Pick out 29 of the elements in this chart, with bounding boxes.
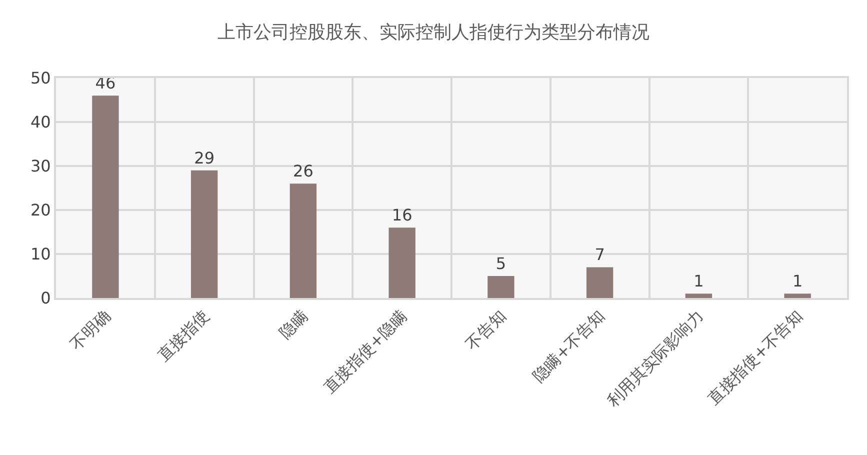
data-label: 7 [594, 245, 605, 264]
x-tick-label: 直接指使+隐瞒 [320, 306, 411, 398]
data-label: 26 [293, 162, 314, 181]
chart-title: 上市公司控股股东、实际控制人指使行为类型分布情况 [218, 22, 650, 44]
bar [586, 267, 614, 298]
y-tick-label: 0 [40, 288, 51, 308]
data-label: 1 [694, 272, 704, 291]
x-tick-label: 不明确 [66, 306, 114, 354]
x-tick-label: 隐瞒 [276, 306, 312, 342]
data-label: 5 [496, 254, 506, 273]
x-tick-label: 不告知 [462, 306, 510, 354]
x-tick-label: 隐瞒+不告知 [528, 306, 608, 386]
bar [290, 184, 317, 298]
bar [488, 276, 514, 298]
y-tick-label: 50 [30, 68, 51, 88]
data-label: 16 [392, 206, 412, 225]
data-label: 1 [792, 272, 803, 291]
bar [190, 170, 218, 298]
x-tick-label: 直接指使+不告知 [704, 306, 806, 408]
y-tick-label: 30 [30, 156, 51, 176]
y-tick-label: 40 [30, 112, 51, 132]
x-tick-label: 直接指使 [154, 306, 213, 365]
bar [784, 294, 811, 298]
bar [388, 228, 416, 298]
data-label: 29 [194, 148, 214, 168]
y-tick-label: 20 [30, 200, 51, 220]
y-tick-label: 10 [30, 244, 51, 264]
bar [685, 294, 712, 298]
bar [92, 96, 119, 298]
